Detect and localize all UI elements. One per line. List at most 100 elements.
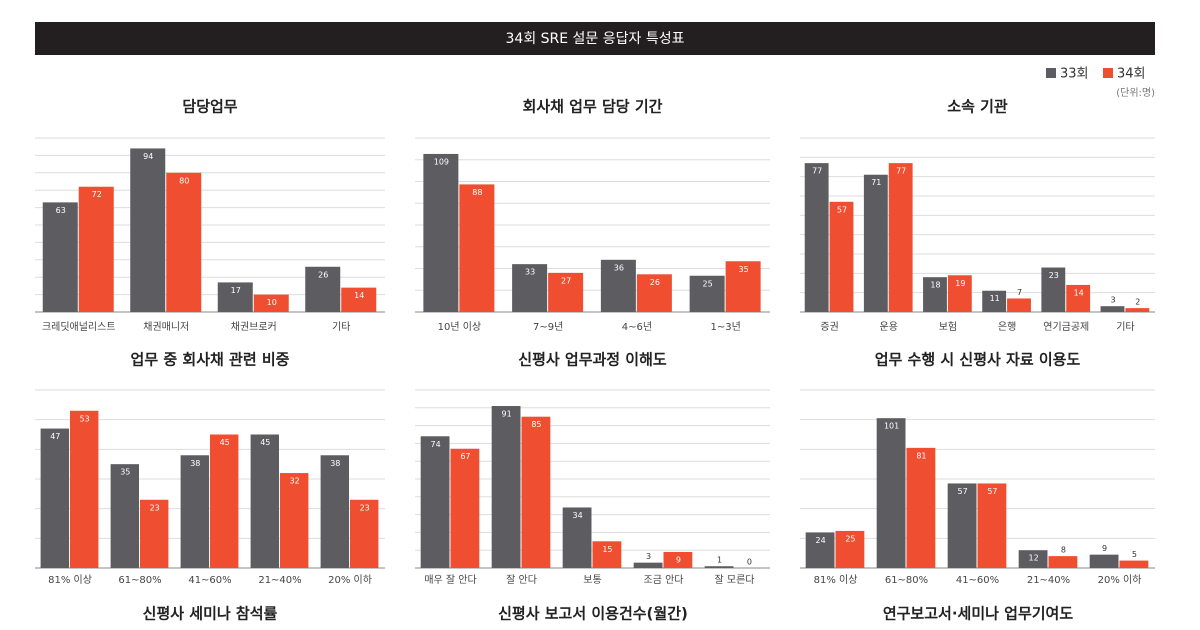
x-tick-label: 61~80% [885,575,928,586]
x-tick-label: 운용 [880,321,898,333]
bar [210,434,239,568]
bar [450,448,480,568]
bar [350,499,379,568]
x-tick-label: 채권브로커 [231,321,277,333]
value-label: 0 [747,558,752,567]
x-tick-label: 조금 안다 [644,574,684,586]
bar [804,163,829,312]
value-label: 3 [646,552,651,561]
value-label: 9 [1102,544,1107,553]
bar [40,428,69,568]
value-label: 77 [812,167,822,176]
value-label: 25 [845,534,855,543]
value-label: 25 [703,279,713,288]
bar [888,163,913,312]
bar [1089,554,1119,568]
x-tick-label: 41~60% [956,575,999,586]
next-title: 신평사 보고서 이용건수(월간) [498,605,688,623]
value-label: 47 [50,432,60,441]
bar [305,266,341,312]
legend-label: 33회 [1060,67,1089,82]
bar [805,532,835,568]
bar [1007,298,1031,312]
x-tick-label: 7~9년 [533,321,563,333]
bar [280,473,309,568]
value-label: 34 [572,511,582,520]
bar [130,148,166,312]
value-label: 35 [739,265,749,274]
value-label: 109 [434,157,449,166]
value-label: 27 [561,276,571,285]
bar [180,455,209,568]
bar [521,416,551,568]
bar [725,261,761,312]
value-label: 11 [990,294,1000,303]
chart-title: 회사채 업무 담당 기간 [523,98,663,116]
x-tick-label: 61~80% [118,575,161,586]
bar [491,406,521,568]
chart-title: 담당업무 [182,98,237,116]
x-tick-label: 매우 잘 안다 [424,574,476,586]
value-label: 45 [260,438,270,447]
legend-swatch [1103,68,1113,78]
value-label: 8 [1061,546,1066,555]
unit-note: (단위:명) [1116,86,1155,99]
x-tick-label: 기타 [332,321,350,333]
x-tick-label: 41~60% [188,575,231,586]
value-label: 19 [955,279,965,288]
value-label: 57 [957,487,967,496]
x-tick-label: 채권매니저 [143,321,189,333]
x-tick-label: 4~6년 [622,321,652,333]
value-label: 26 [318,270,328,279]
bar [663,551,693,568]
x-tick-label: 증권 [820,321,838,333]
value-label: 17 [231,286,241,295]
value-label: 1 [717,556,722,565]
bar [923,277,947,312]
x-tick-label: 보통 [583,574,601,586]
x-tick-label: 81% 이상 [48,574,92,586]
bar [420,436,450,568]
bar [1041,267,1066,312]
value-label: 7 [1017,288,1022,297]
bar [829,201,854,312]
bar [217,282,253,312]
x-tick-label: 크레딧애널리스트 [42,321,116,333]
value-label: 9 [676,555,681,564]
value-label: 35 [120,468,130,477]
bar [633,562,663,568]
x-tick-label: 20% 이하 [1098,573,1142,586]
x-tick-label: 20% 이하 [328,573,372,586]
legend-swatch [1046,68,1056,78]
value-label: 23 [150,503,160,512]
chart-title: 신평사 업무과정 이해도 [518,351,667,369]
value-label: 15 [602,545,612,554]
bar [548,272,584,312]
value-label: 81 [916,451,926,460]
bar [863,174,888,312]
value-label: 38 [190,459,200,468]
bar [423,153,459,312]
bar [906,447,936,568]
bar [320,455,349,568]
bar [1125,308,1150,312]
value-label: 77 [896,167,906,176]
bar [600,259,636,312]
x-tick-label: 21~40% [258,575,301,586]
value-label: 10 [267,298,277,307]
header-title: 34회 SRE 설문 응답자 특성표 [506,31,685,47]
header-bar [35,22,1155,55]
next-title: 연구보고서·세미나 업무기여도 [883,605,1074,623]
x-tick-label: 은행 [998,321,1016,333]
bar [704,566,734,568]
bar [166,172,202,312]
value-label: 80 [179,176,189,185]
next-title: 신평사 세미나 참석률 [143,605,278,623]
bar [835,530,865,568]
value-label: 23 [360,503,370,512]
chart-title: 업무 중 회사채 관련 비중 [131,351,290,369]
bar [512,264,548,312]
bar [250,434,279,568]
bar [78,186,114,312]
